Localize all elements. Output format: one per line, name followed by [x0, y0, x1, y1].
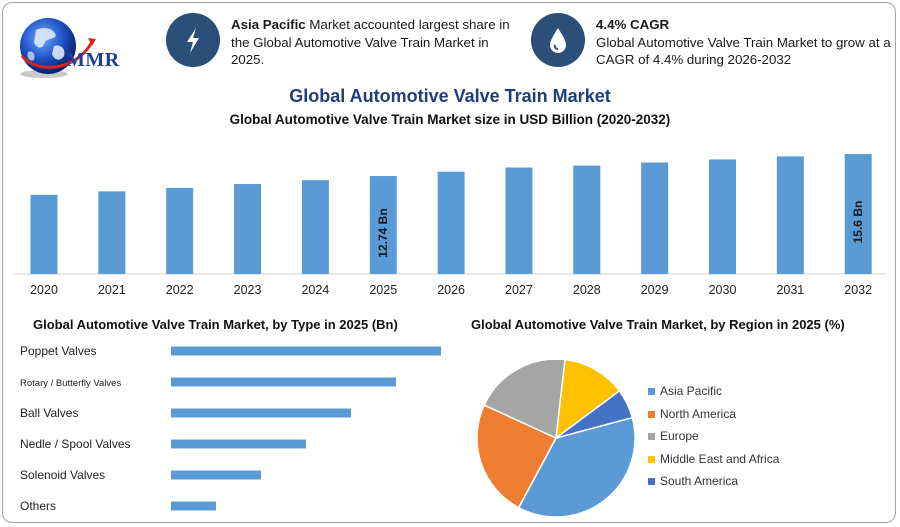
x-tick-label: 2025: [369, 283, 397, 297]
bar-2021: [98, 191, 126, 274]
type-label: Poppet Valves: [20, 344, 97, 358]
x-tick-label: 2021: [98, 283, 126, 297]
type-label: Nedle / Spool Valves: [20, 437, 131, 451]
bar-2024: [301, 180, 329, 274]
type-label: Ball Valves: [20, 406, 78, 420]
type-bar: [171, 470, 261, 480]
type-bar-chart: Poppet Valves Rotary / Butterfly Valves Ba…: [20, 344, 441, 513]
region-chart-title: Global Automotive Valve Train Market, by…: [471, 317, 845, 332]
legend-item: South America: [648, 473, 779, 496]
type-bar: [171, 501, 216, 511]
lightning-icon: [166, 13, 220, 67]
bar-2029: [641, 162, 669, 274]
x-tick-label: 2029: [641, 283, 669, 297]
bar-2022: [166, 187, 194, 274]
bar-2027: [505, 167, 533, 274]
highlight-cagr: 4.4% CAGR Global Automotive Valve Train …: [596, 16, 891, 69]
x-tick-label: 2026: [437, 283, 465, 297]
pie-slice: [555, 389, 634, 439]
legend-item: Asia Pacific: [648, 383, 779, 406]
legend-label: Asia Pacific: [660, 384, 723, 398]
x-tick-label: 2028: [573, 283, 601, 297]
pie-slice: [517, 416, 636, 518]
pie-slice: [483, 360, 566, 440]
type-label: Rotary / Butterfly Valves: [20, 378, 121, 389]
x-tick-label: 2023: [234, 283, 262, 297]
legend-label: South America: [660, 474, 739, 488]
mmr-logo: [20, 18, 96, 78]
legend-swatch: [648, 478, 655, 485]
region-pie-chart: [476, 360, 636, 518]
type-label: Others: [20, 499, 56, 513]
type-chart-title: Global Automotive Valve Train Market, by…: [33, 317, 398, 332]
type-bar: [171, 439, 306, 449]
x-tick-label: 2020: [30, 283, 58, 297]
bar-2026: [437, 171, 465, 274]
highlight-2-text: Global Automotive Valve Train Market to …: [596, 34, 891, 68]
legend-item: Europe: [648, 428, 779, 451]
legend-label: North America: [660, 406, 737, 421]
type-label: Solenoid Valves: [20, 468, 105, 482]
legend-swatch: [648, 455, 655, 463]
logo-text: MMR: [66, 49, 120, 71]
highlight-1-text: Market accounted largest share in the Gl…: [231, 17, 510, 67]
highlight-1-bold: Asia Pacific: [231, 17, 306, 32]
bar-2023: [234, 184, 262, 274]
bar-2020: [30, 194, 58, 274]
x-tick-label: 2032: [844, 283, 872, 297]
x-tick-label: 2027: [505, 283, 533, 297]
market-size-bar-chart: 2020 2021 2022 2023 2024 2025 12.74 Bn 2026 2027…: [14, 154, 886, 297]
x-tick-label: 2031: [776, 283, 804, 297]
x-tick-label: 2024: [301, 283, 329, 297]
legend-swatch: [648, 433, 655, 440]
x-tick-label: 2030: [709, 283, 737, 297]
highlight-2-bold: 4.4% CAGR: [596, 17, 670, 32]
type-bar: [171, 346, 441, 356]
bar-2031: [776, 156, 804, 274]
pie-slice: [476, 404, 558, 509]
bar-2032: [844, 154, 872, 274]
bar-chart-title: Global Automotive Valve Train Market siz…: [229, 112, 671, 127]
legend-label: Europe: [660, 429, 699, 443]
legend-item: North America: [648, 406, 779, 429]
data-label: 15.6 Bn: [851, 201, 865, 244]
legend-swatch: [648, 410, 655, 418]
bar-2025: [369, 176, 397, 274]
drop-icon: [531, 13, 585, 67]
type-bar: [171, 408, 351, 418]
pie-legend: Asia Pacific North America Europe Middle Ea…: [648, 383, 779, 496]
page-title: Global Automotive Valve Train Market: [289, 86, 611, 106]
legend-label: Middle East and Africa: [660, 451, 780, 466]
data-label: 12.74 Bn: [376, 208, 390, 257]
pie-slice: [555, 360, 621, 440]
bar-2028: [573, 165, 601, 274]
legend-item: Middle East and Africa: [648, 451, 779, 474]
legend-swatch: [648, 388, 655, 395]
highlight-asia-pacific: Asia Pacific Market accounted largest sh…: [231, 16, 521, 69]
type-bar: [171, 377, 396, 387]
bar-2030: [709, 159, 736, 274]
x-tick-label: 2022: [166, 283, 194, 297]
